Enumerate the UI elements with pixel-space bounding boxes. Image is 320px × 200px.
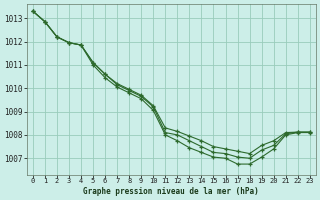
X-axis label: Graphe pression niveau de la mer (hPa): Graphe pression niveau de la mer (hPa) bbox=[84, 187, 259, 196]
